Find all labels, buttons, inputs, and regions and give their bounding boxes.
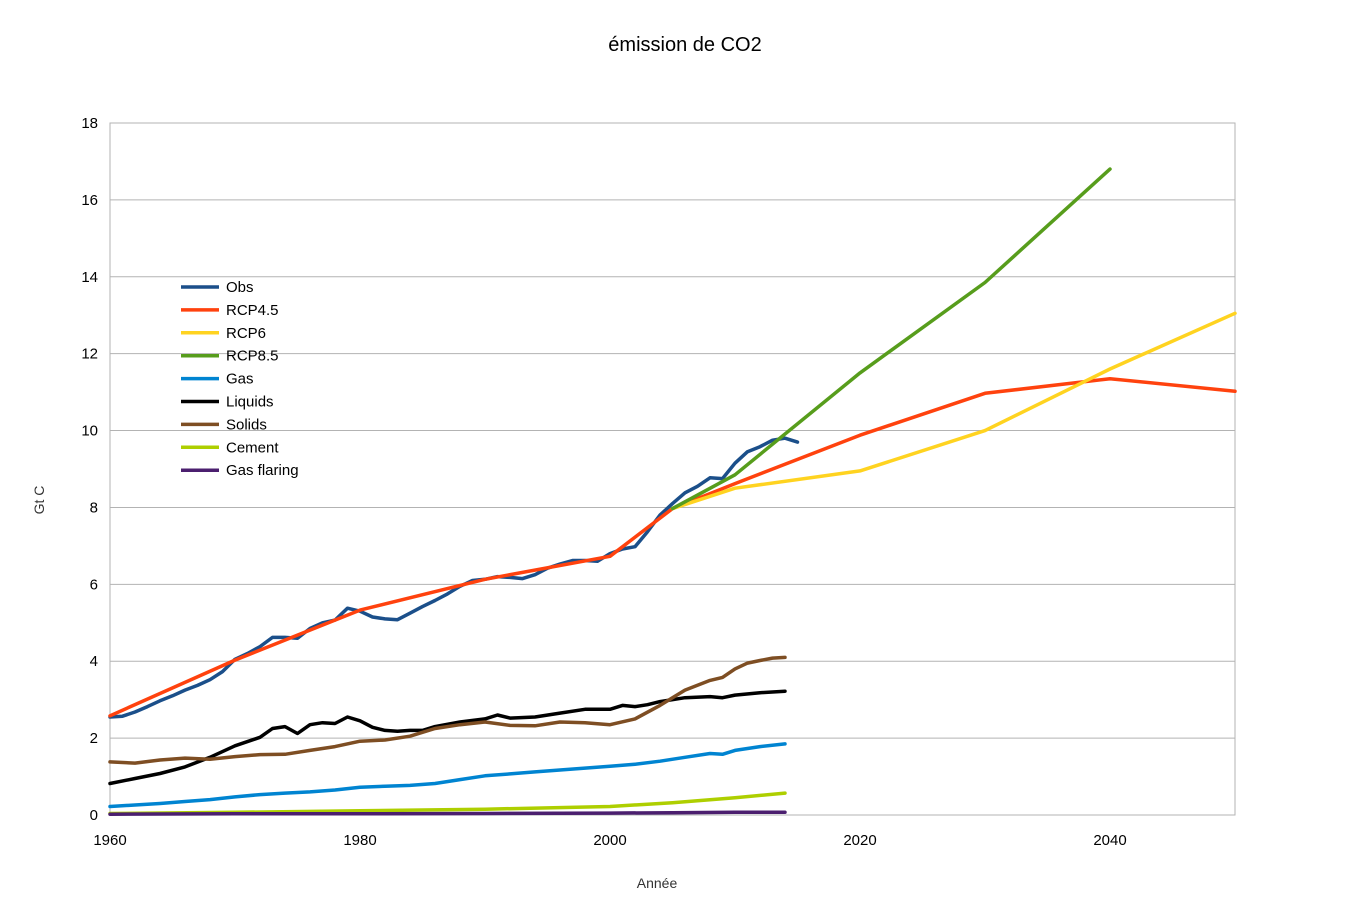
chart-title: émission de CO2 <box>608 34 761 56</box>
series-lines <box>108 167 1237 816</box>
y-tick-label: 2 <box>90 730 98 747</box>
series-line-gas-flaring <box>108 810 787 816</box>
x-tick-labels: 1960 1980 2000 2020 2040 <box>93 832 1126 849</box>
series-line-obs <box>108 436 800 719</box>
y-tick-label: 0 <box>90 807 98 824</box>
legend-label-liquids: Liquids <box>226 394 274 411</box>
y-tick-label: 8 <box>90 499 98 516</box>
y-tick-labels: 0 2 4 6 8 10 12 14 16 18 <box>81 115 98 824</box>
y-tick-label: 16 <box>81 192 98 209</box>
series-line-solids <box>108 655 787 765</box>
gridlines <box>110 199 1235 739</box>
y-tick-label: 4 <box>90 653 98 670</box>
series-line-liquids <box>108 689 787 786</box>
y-tick-label: 18 <box>81 115 98 132</box>
legend-label-gas: Gas <box>226 371 254 388</box>
legend-label-rcp4-5: RCP4.5 <box>226 302 279 319</box>
series-line-gas <box>108 742 787 809</box>
y-tick-label: 14 <box>81 269 98 286</box>
legend-label-obs: Obs <box>226 279 254 296</box>
legend-label-solids: Solids <box>226 416 267 433</box>
x-tick-label: 2040 <box>1093 832 1126 849</box>
legend-label-rcp8-5: RCP8.5 <box>226 348 279 365</box>
x-axis-title: Année <box>637 875 678 891</box>
x-tick-label: 2020 <box>843 832 876 849</box>
y-tick-label: 10 <box>81 423 98 440</box>
y-axis-title: Gt C <box>31 486 47 515</box>
x-tick-label: 2000 <box>593 832 626 849</box>
x-tick-label: 1980 <box>343 832 376 849</box>
x-tick-label: 1960 <box>93 832 126 849</box>
y-tick-label: 6 <box>90 576 98 593</box>
legend-label-rcp6: RCP6 <box>226 325 266 342</box>
legend: Obs RCP4.5 RCP6 RCP8.5 Gas Liquids Solids Cemen… <box>181 279 299 479</box>
y-tick-label: 12 <box>81 346 98 363</box>
series-line-rcp6 <box>670 311 1237 511</box>
legend-label-gas-flaring: Gas flaring <box>226 462 299 479</box>
legend-label-cement: Cement <box>226 439 279 456</box>
series-line-rcp8-5 <box>670 167 1112 511</box>
